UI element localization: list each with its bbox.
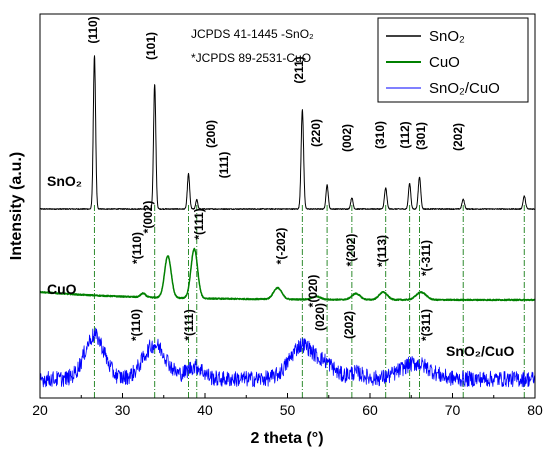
legend-label-sno2: SnO₂ [429, 28, 465, 45]
y-axis-label: Intensity (a.u.) [8, 152, 25, 260]
peak-label-s1-5: *(202) [344, 234, 358, 267]
peak-label-s0-3: (111) [217, 152, 231, 179]
peak-label-s2-6: *(311) [419, 309, 433, 341]
peak-label-s1-6: *(113) [375, 235, 389, 267]
x-tick-label-4: 60 [362, 402, 378, 418]
peak-label-s2-1: *(110) [129, 309, 143, 341]
peak-label-s0-1: (101) [144, 32, 158, 60]
series-label-sno2: SnO₂ [47, 173, 82, 189]
peak-label-s1-4: *(020) [306, 275, 320, 308]
peak-label-s0-5: (220) [309, 119, 323, 147]
annotation-jcpds-cuo: *JCPDS 89-2531-CuO [191, 51, 311, 65]
peak-label-s2-2: *(111) [182, 309, 196, 340]
peak-label-s2-5: (202) [342, 311, 356, 339]
legend-label-sno2-cuo: SnO₂/CuO [429, 80, 500, 97]
reference-lines [93, 205, 525, 398]
peak-label-s1-7: *(-311) [419, 240, 433, 276]
peak-label-s0-10: (202) [451, 123, 465, 151]
legend-label-cuo: CuO [429, 54, 460, 71]
x-axis-label: 2 theta (°) [250, 430, 323, 447]
curves [39, 55, 536, 388]
peak-label-s0-6: (002) [340, 124, 354, 152]
legend: SnO₂ CuO SnO₂/CuO [377, 17, 529, 103]
peak-label-s0-9: (301) [414, 122, 428, 150]
peak-label-s1-2: *(111) [192, 208, 206, 239]
x-tick-label-6: 80 [527, 402, 543, 418]
series-label-sno2-cuo: SnO₂/CuO [446, 343, 515, 359]
peak-label-s2-4: (020) [313, 303, 327, 331]
peak-label-s0-0: (110) [86, 16, 100, 43]
series-line-sno [39, 55, 536, 210]
x-tick-label-5: 70 [445, 402, 461, 418]
x-axis-ticks: 20 30 40 50 60 70 80 [32, 393, 543, 418]
x-tick-label-2: 40 [197, 402, 213, 418]
series-line-cuo [39, 247, 536, 302]
peak-label-s1-1: *(002) [141, 201, 155, 234]
x-tick-label-1: 30 [115, 402, 131, 418]
peak-label-s0-2: (200) [204, 120, 218, 148]
peak-label-s0-7: (310) [373, 121, 387, 149]
x-tick-label-0: 20 [32, 402, 48, 418]
peak-label-s1-0: *(110) [130, 232, 144, 264]
x-tick-label-3: 50 [280, 402, 296, 418]
peak-label-s0-4: (211) [292, 56, 306, 83]
peak-label-s0-8: (112) [398, 121, 412, 148]
series-line-sno-cuo [39, 327, 536, 388]
peak-labels: (110) (101) (200) (111) (211) (220) (002) (310)… [86, 16, 519, 341]
peak-label-s1-3: *(-202) [274, 228, 288, 265]
annotation-jcpds-sno2: JCPDS 41-1445 -SnO₂ [191, 27, 314, 41]
series-label-cuo: CuO [47, 281, 77, 297]
